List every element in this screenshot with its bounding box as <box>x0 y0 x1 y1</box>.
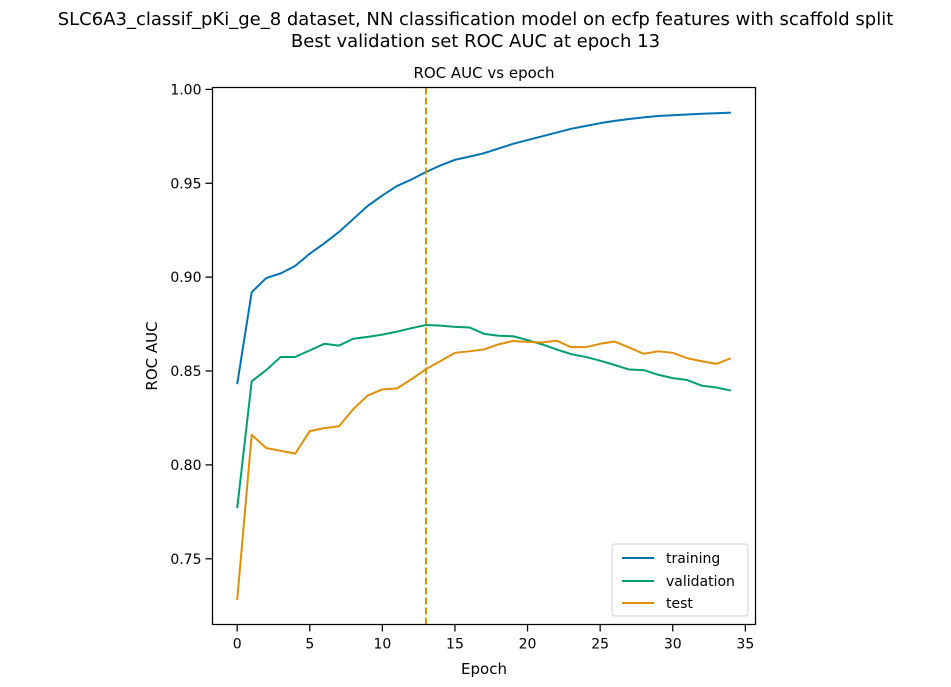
series-line-test <box>236 339 732 601</box>
y-tick-label: 1.00 <box>170 82 201 98</box>
figure-suptitle-line1: SLC6A3_classif_pKi_ge_8 dataset, NN clas… <box>57 9 894 30</box>
x-tick-label: 30 <box>664 637 682 653</box>
legend-label-test: test <box>666 596 693 612</box>
chart-marks <box>236 87 732 625</box>
x-tick-label: 15 <box>446 637 464 653</box>
legend-label-training: training <box>666 551 720 567</box>
axes-frame <box>211 86 757 626</box>
y-tick-label: 0.90 <box>170 270 201 286</box>
figure-suptitle-line2: Best validation set ROC AUC at epoch 13 <box>290 31 661 52</box>
x-tick-label: 25 <box>591 637 609 653</box>
x-tick-label: 10 <box>373 637 391 653</box>
x-axis-label: Epoch <box>461 660 507 678</box>
x-tick-label: 5 <box>305 637 314 653</box>
series-line-validation <box>236 324 732 509</box>
series-line-training <box>236 111 731 385</box>
x-tick-label: 20 <box>519 637 537 653</box>
x-tick-label: 0 <box>233 637 242 653</box>
y-tick-label: 0.85 <box>170 364 201 380</box>
legend: training validation test <box>611 543 749 617</box>
y-axis-label: ROC AUC <box>143 321 161 390</box>
legend-frame <box>611 543 749 617</box>
y-tick-label: 0.80 <box>170 458 201 474</box>
y-tick-label: 0.95 <box>170 176 201 192</box>
x-tick-label: 35 <box>736 637 754 653</box>
y-tick-label: 0.75 <box>170 552 201 568</box>
legend-label-validation: validation <box>666 574 735 590</box>
axes-title: ROC AUC vs epoch <box>413 64 554 82</box>
